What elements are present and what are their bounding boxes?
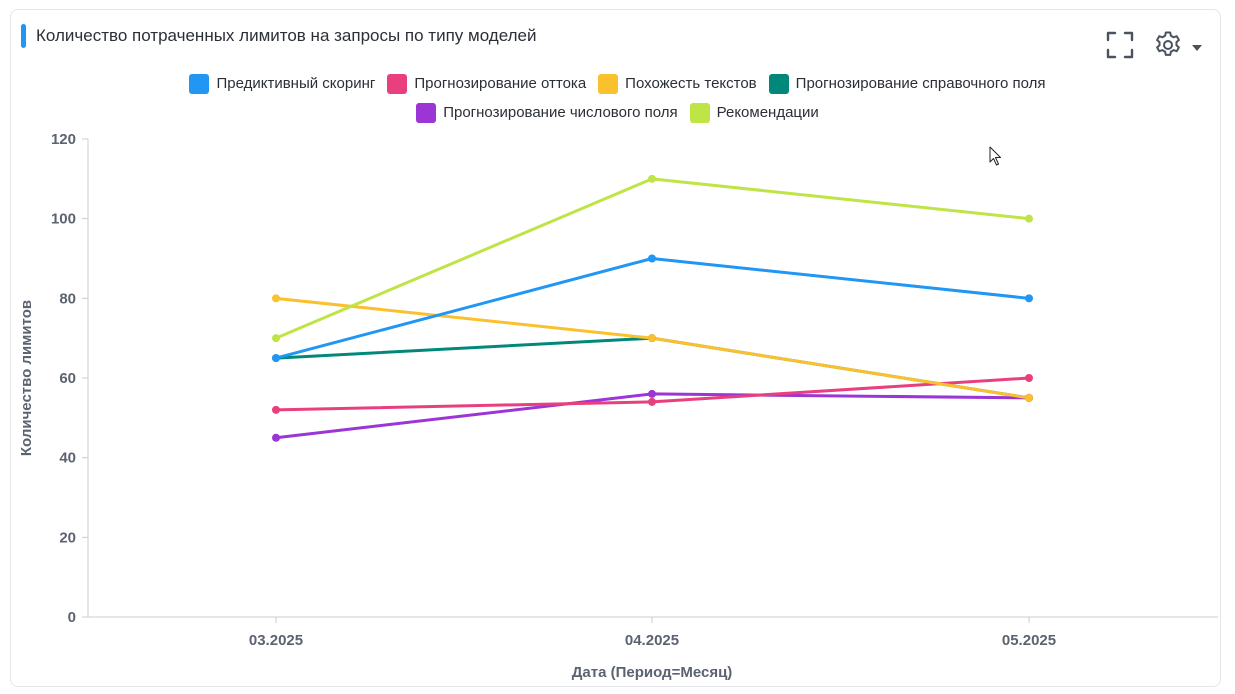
y-tick-label: 0: [68, 609, 76, 626]
y-tick-label: 60: [59, 370, 76, 387]
data-point: [1025, 393, 1033, 402]
legend-label: Прогнозирование оттока: [414, 75, 587, 92]
data-point: [272, 433, 280, 442]
data-point: [648, 254, 656, 263]
legend-label: Прогнозирование справочного поля: [795, 75, 1046, 92]
legend-swatch: [768, 73, 789, 94]
x-axis-label: Дата (Период=Месяц): [572, 664, 733, 681]
data-point: [648, 334, 656, 343]
legend-row: Предиктивный скоринг Прогнозирование отто…: [0, 69, 1235, 98]
chart-legend: Предиктивный скоринг Прогнозирование отто…: [0, 69, 1235, 127]
legend-swatch: [416, 102, 437, 123]
data-point: [272, 334, 280, 343]
y-tick-label: 40: [59, 450, 76, 467]
gear-icon[interactable]: [1153, 30, 1183, 60]
data-point: [272, 405, 280, 414]
legend-label: Предиктивный скоринг: [216, 75, 376, 92]
y-tick-label: 20: [59, 529, 76, 546]
legend-item[interactable]: Похожесть текстов: [598, 73, 757, 94]
legend-label: Прогнозирование числового поля: [443, 104, 678, 121]
data-point: [272, 294, 280, 303]
legend-item[interactable]: Прогнозирование оттока: [387, 73, 587, 94]
legend-label: Похожесть текстов: [625, 75, 757, 92]
legend-swatch: [387, 73, 408, 94]
data-point: [1025, 214, 1033, 223]
mouse-cursor-icon: [989, 146, 1003, 171]
legend-label: Рекомендации: [716, 104, 819, 121]
y-tick-label: 80: [59, 290, 76, 307]
y-tick-label: 120: [51, 131, 76, 148]
legend-item[interactable]: Прогнозирование числового поля: [416, 102, 678, 123]
data-point: [1025, 294, 1033, 303]
y-tick-label: 100: [51, 211, 76, 228]
series-line: [274, 336, 1031, 400]
chart-card: [10, 9, 1221, 687]
title-accent-bar: [21, 24, 26, 48]
legend-swatch: [189, 73, 210, 94]
y-axis-label: Количество лимитов: [18, 300, 35, 456]
data-point: [272, 354, 280, 363]
x-tick-label: 04.2025: [625, 632, 679, 649]
series-line: [274, 296, 1031, 400]
series-line: [274, 257, 1031, 360]
data-point: [648, 397, 656, 406]
legend-item[interactable]: Рекомендации: [689, 102, 819, 123]
x-tick-label: 03.2025: [249, 632, 303, 649]
fullscreen-icon[interactable]: [1106, 31, 1134, 59]
legend-item[interactable]: Прогнозирование справочного поля: [768, 73, 1046, 94]
data-point: [648, 174, 656, 183]
legend-swatch: [689, 102, 710, 123]
legend-row: Прогнозирование числового поля Рекомендац…: [0, 98, 1235, 127]
chart-title: Количество потраченных лимитов на запрос…: [36, 26, 537, 45]
x-tick-label: 05.2025: [1002, 632, 1056, 649]
data-point: [648, 389, 656, 398]
legend-item[interactable]: Предиктивный скоринг: [189, 73, 376, 94]
legend-swatch: [598, 73, 619, 94]
data-point: [1025, 374, 1033, 382]
caret-down-icon[interactable]: [1191, 39, 1203, 51]
